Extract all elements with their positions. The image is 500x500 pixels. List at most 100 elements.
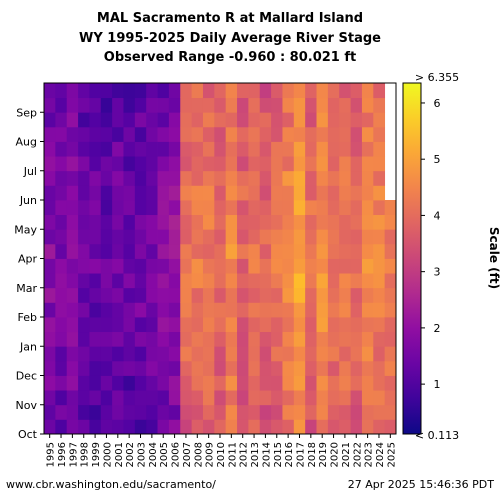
heatmap-cell: [225, 287, 238, 303]
heatmap-cell: [66, 375, 79, 391]
heatmap-cell: [157, 317, 170, 333]
heatmap-cell: [316, 185, 329, 201]
heatmap-cell: [146, 200, 158, 216]
heatmap-cell: [305, 346, 317, 362]
heatmap-cell: [202, 156, 215, 172]
heatmap-cell: [89, 185, 102, 201]
heatmap-cell: [157, 419, 170, 435]
heatmap-cell: [202, 170, 215, 186]
heatmap-cell: [78, 229, 90, 245]
heatmap-cell: [373, 185, 386, 201]
heatmap-cell: [168, 331, 181, 347]
heatmap-cell: [225, 390, 238, 406]
heatmap-cell: [339, 97, 351, 113]
title-line-3: Observed Range -0.960 : 80.021 ft: [103, 50, 357, 65]
heatmap-cell: [89, 156, 102, 172]
heatmap-cell: [44, 317, 56, 333]
heatmap-cell: [327, 112, 340, 128]
heatmap-cell: [237, 214, 249, 230]
heatmap-cell: [339, 331, 351, 347]
heatmap-cell: [44, 229, 56, 245]
heatmap-cell: [373, 360, 386, 376]
heatmap-cell: [180, 97, 193, 113]
heatmap-cell: [271, 375, 283, 391]
heatmap-cell: [339, 126, 351, 142]
heatmap-cell: [214, 243, 227, 259]
heatmap-cell: [78, 126, 90, 142]
x-tick-label: 2002: [125, 442, 136, 467]
heatmap-cell: [191, 346, 204, 362]
heatmap-cell: [248, 229, 261, 245]
heatmap-cell: [134, 419, 147, 435]
generated-timestamp: 27 Apr 2025 15:46:36 PDT: [347, 478, 494, 491]
heatmap-cell: [157, 112, 170, 128]
heatmap-cell: [66, 112, 79, 128]
heatmap-cell: [89, 404, 102, 420]
heatmap-cell: [100, 302, 113, 318]
heatmap-cell: [112, 97, 124, 113]
heatmap-cell: [339, 141, 351, 157]
heatmap-cell: [316, 112, 329, 128]
heatmap-cell: [339, 419, 351, 435]
heatmap-cell: [134, 97, 147, 113]
heatmap-cell: [282, 243, 295, 259]
x-tick-label: 2006: [171, 442, 182, 467]
heatmap-cell: [55, 360, 68, 376]
y-tick-label: May: [14, 223, 37, 236]
heatmap-cell: [66, 229, 79, 245]
heatmap-cell: [180, 170, 193, 186]
heatmap-cell: [293, 360, 306, 376]
heatmap-cell: [237, 126, 249, 142]
heatmap-cell: [180, 126, 193, 142]
heatmap-cell: [305, 214, 317, 230]
heatmap-cell: [305, 317, 317, 333]
source-url[interactable]: www.cbr.washington.edu/sacramento/: [6, 478, 216, 491]
heatmap-cell: [327, 126, 340, 142]
heatmap-cell: [282, 185, 295, 201]
heatmap-cell: [66, 302, 79, 318]
heatmap-cell: [361, 112, 374, 128]
y-tick-label: Oct: [18, 428, 38, 441]
heatmap-cell: [66, 156, 79, 172]
heatmap-cell: [237, 200, 249, 216]
heatmap-cell: [384, 243, 397, 259]
heatmap-cell: [112, 346, 124, 362]
y-tick-label: Mar: [16, 282, 37, 295]
heatmap-cell: [305, 112, 317, 128]
heatmap-cell: [259, 83, 272, 99]
heatmap-cell: [373, 346, 386, 362]
heatmap-cell: [100, 287, 113, 303]
heatmap-cell: [350, 360, 363, 376]
heatmap-cell: [293, 404, 306, 420]
heatmap-cell: [237, 258, 249, 274]
heatmap-cell: [202, 229, 215, 245]
heatmap-cell: [316, 170, 329, 186]
heatmap-cell: [225, 404, 238, 420]
heatmap-cell: [202, 185, 215, 201]
heatmap-cell: [305, 229, 317, 245]
heatmap-cell: [78, 156, 90, 172]
heatmap-cell: [248, 243, 261, 259]
heatmap-cell: [259, 360, 272, 376]
heatmap-cell: [305, 404, 317, 420]
heatmap-cell: [55, 375, 68, 391]
heatmap-cell: [89, 243, 102, 259]
heatmap-cell: [146, 170, 158, 186]
heatmap-cell: [157, 214, 170, 230]
x-tick-label: 2011: [227, 442, 238, 467]
heatmap-cell: [66, 346, 79, 362]
heatmap-cell: [259, 243, 272, 259]
heatmap-cell: [89, 302, 102, 318]
heatmap-cell: [237, 112, 249, 128]
heatmap-cell: [225, 375, 238, 391]
heatmap-cell: [259, 331, 272, 347]
heatmap-cell: [168, 419, 181, 435]
heatmap-cell: [327, 185, 340, 201]
heatmap-cell: [112, 273, 124, 289]
heatmap-cell: [316, 243, 329, 259]
heatmap-cell: [78, 287, 90, 303]
heatmap-cell: [305, 141, 317, 157]
x-tick-label: 2010: [216, 442, 227, 467]
heatmap-cell: [134, 346, 147, 362]
heatmap-cell: [78, 141, 90, 157]
